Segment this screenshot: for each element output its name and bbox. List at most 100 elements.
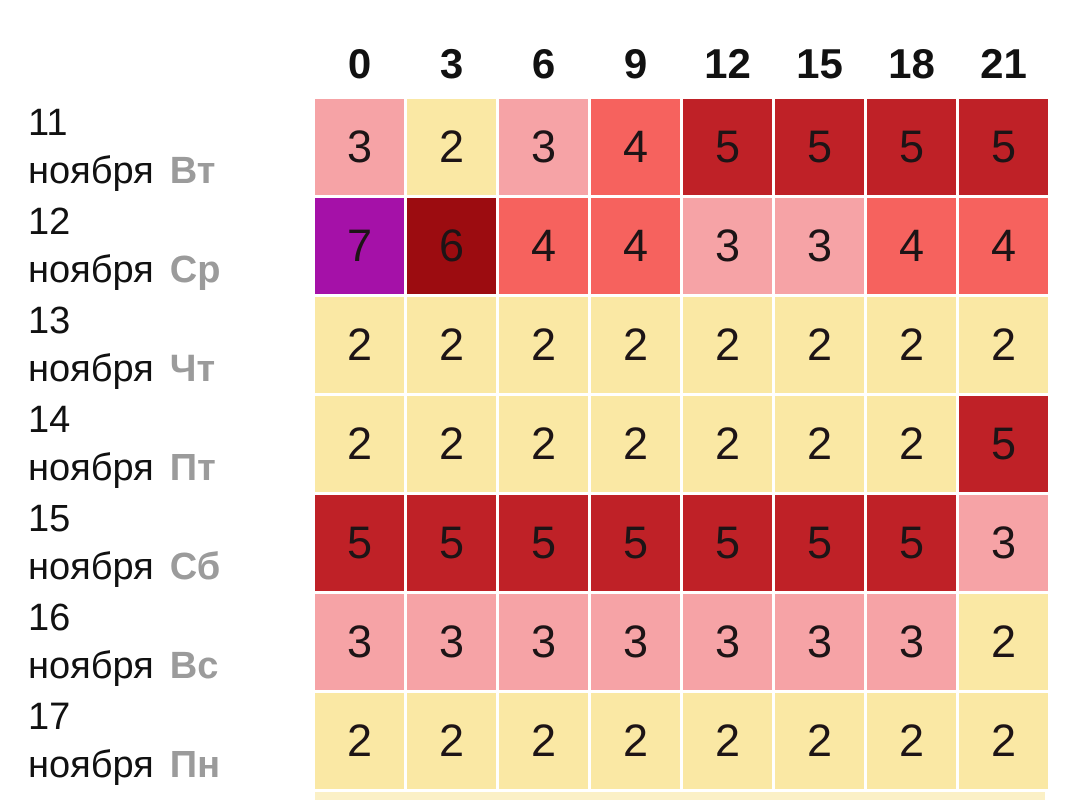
month-line: ноября Пт <box>28 444 312 492</box>
month-line: ноября Сб <box>28 543 312 591</box>
month-line: ноября Пн <box>28 741 312 789</box>
date-label: 16 ноября Вс <box>0 594 312 690</box>
date-number: 13 <box>28 300 71 342</box>
heatmap-cell: 2 <box>591 396 680 492</box>
heatmap-cell: 2 <box>775 693 864 789</box>
weekday-label: Чт <box>169 348 216 390</box>
date-label: 17 ноября Пн <box>0 693 312 789</box>
month-line: ноября Вс <box>28 642 312 690</box>
heatmap-cell: 2 <box>499 693 588 789</box>
hour-header: 18 <box>867 0 956 96</box>
heatmap-cell: 2 <box>959 594 1048 690</box>
heatmap-cell: 3 <box>959 495 1048 591</box>
heatmap-cell: 3 <box>499 594 588 690</box>
heatmap-cell: 2 <box>959 297 1048 393</box>
cutoff-next-row-strip <box>315 792 1045 800</box>
hour-header: 15 <box>775 0 864 96</box>
date-number: 17 <box>28 696 71 738</box>
heatmap-cell: 2 <box>407 99 496 195</box>
date-number: 15 <box>28 498 71 540</box>
heatmap-cell: 3 <box>867 594 956 690</box>
month-name: ноября <box>28 348 154 390</box>
heatmap-cell: 5 <box>683 495 772 591</box>
heatmap-cell: 5 <box>499 495 588 591</box>
heatmap-cell: 5 <box>775 99 864 195</box>
heatmap-cell: 2 <box>867 396 956 492</box>
month-name: ноября <box>28 645 154 687</box>
corner-spacer <box>0 0 312 96</box>
heatmap-cell: 5 <box>959 396 1048 492</box>
month-name: ноября <box>28 150 154 192</box>
weekday-label: Вс <box>169 645 219 687</box>
heatmap-cell: 3 <box>683 594 772 690</box>
date-number: 16 <box>28 597 71 639</box>
month-line: ноября Чт <box>28 345 312 393</box>
heatmap-cell: 2 <box>591 297 680 393</box>
date-label: 12 ноября Ср <box>0 198 312 294</box>
heatmap-cell: 2 <box>315 693 404 789</box>
date-label: 11 ноября Вт <box>0 99 312 195</box>
weekday-label: Сб <box>169 546 221 588</box>
heatmap-cell: 4 <box>867 198 956 294</box>
hour-header: 6 <box>499 0 588 96</box>
heatmap-cell: 3 <box>683 198 772 294</box>
heatmap-cell: 3 <box>775 198 864 294</box>
date-label: 14 ноября Пт <box>0 396 312 492</box>
date-label: 13 ноября Чт <box>0 297 312 393</box>
weekday-label: Ср <box>169 249 221 291</box>
heatmap-cell: 2 <box>499 297 588 393</box>
heatmap-cell: 3 <box>775 594 864 690</box>
heatmap-cell: 6 <box>407 198 496 294</box>
heatmap-cell: 2 <box>315 396 404 492</box>
heatmap-cell: 4 <box>591 99 680 195</box>
heatmap-cell: 5 <box>867 99 956 195</box>
weekday-label: Пт <box>169 447 216 489</box>
heatmap-cell: 2 <box>683 396 772 492</box>
weekday-label: Вт <box>169 150 216 192</box>
month-line: ноября Вт <box>28 147 312 195</box>
heatmap-cell: 3 <box>407 594 496 690</box>
heatmap-cell: 5 <box>591 495 680 591</box>
heatmap-cell: 3 <box>499 99 588 195</box>
heatmap-cell: 2 <box>775 297 864 393</box>
hour-header: 9 <box>591 0 680 96</box>
hour-header: 12 <box>683 0 772 96</box>
heatmap-cell: 5 <box>683 99 772 195</box>
date-number: 11 <box>28 102 68 144</box>
heatmap-cell: 3 <box>591 594 680 690</box>
month-name: ноября <box>28 447 154 489</box>
heatmap-cell: 2 <box>315 297 404 393</box>
heatmap-cell: 2 <box>499 396 588 492</box>
hour-header: 3 <box>407 0 496 96</box>
heatmap-cell: 4 <box>959 198 1048 294</box>
heatmap-cell: 2 <box>867 693 956 789</box>
heatmap-cell: 2 <box>867 297 956 393</box>
heatmap-cell: 3 <box>315 594 404 690</box>
hour-header: 21 <box>959 0 1048 96</box>
heatmap-cell: 2 <box>959 693 1048 789</box>
weekday-label: Пн <box>169 744 221 786</box>
heatmap-cell: 5 <box>407 495 496 591</box>
heatmap-cell: 2 <box>591 693 680 789</box>
heatmap-cell: 4 <box>499 198 588 294</box>
heatmap-grid: 0 3 6 9 12 15 18 21 11 ноября Вт 3 2 3 4 5 5 5 5 12 ноября Ср… <box>0 0 1048 789</box>
heatmap-cell: 5 <box>315 495 404 591</box>
heatmap-cell: 5 <box>867 495 956 591</box>
heatmap-cell: 2 <box>407 297 496 393</box>
heatmap-cell: 3 <box>315 99 404 195</box>
heatmap-cell: 7 <box>315 198 404 294</box>
heatmap-cell: 2 <box>407 396 496 492</box>
month-name: ноября <box>28 744 154 786</box>
heatmap-cell: 5 <box>775 495 864 591</box>
heatmap-cell: 2 <box>407 693 496 789</box>
heatmap-cell: 2 <box>775 396 864 492</box>
date-number: 12 <box>28 201 71 243</box>
date-label: 15 ноября Сб <box>0 495 312 591</box>
month-name: ноября <box>28 249 154 291</box>
month-name: ноября <box>28 546 154 588</box>
heatmap-cell: 4 <box>591 198 680 294</box>
month-line: ноября Ср <box>28 246 312 294</box>
heatmap-cell: 5 <box>959 99 1048 195</box>
heatmap-cell: 2 <box>683 297 772 393</box>
